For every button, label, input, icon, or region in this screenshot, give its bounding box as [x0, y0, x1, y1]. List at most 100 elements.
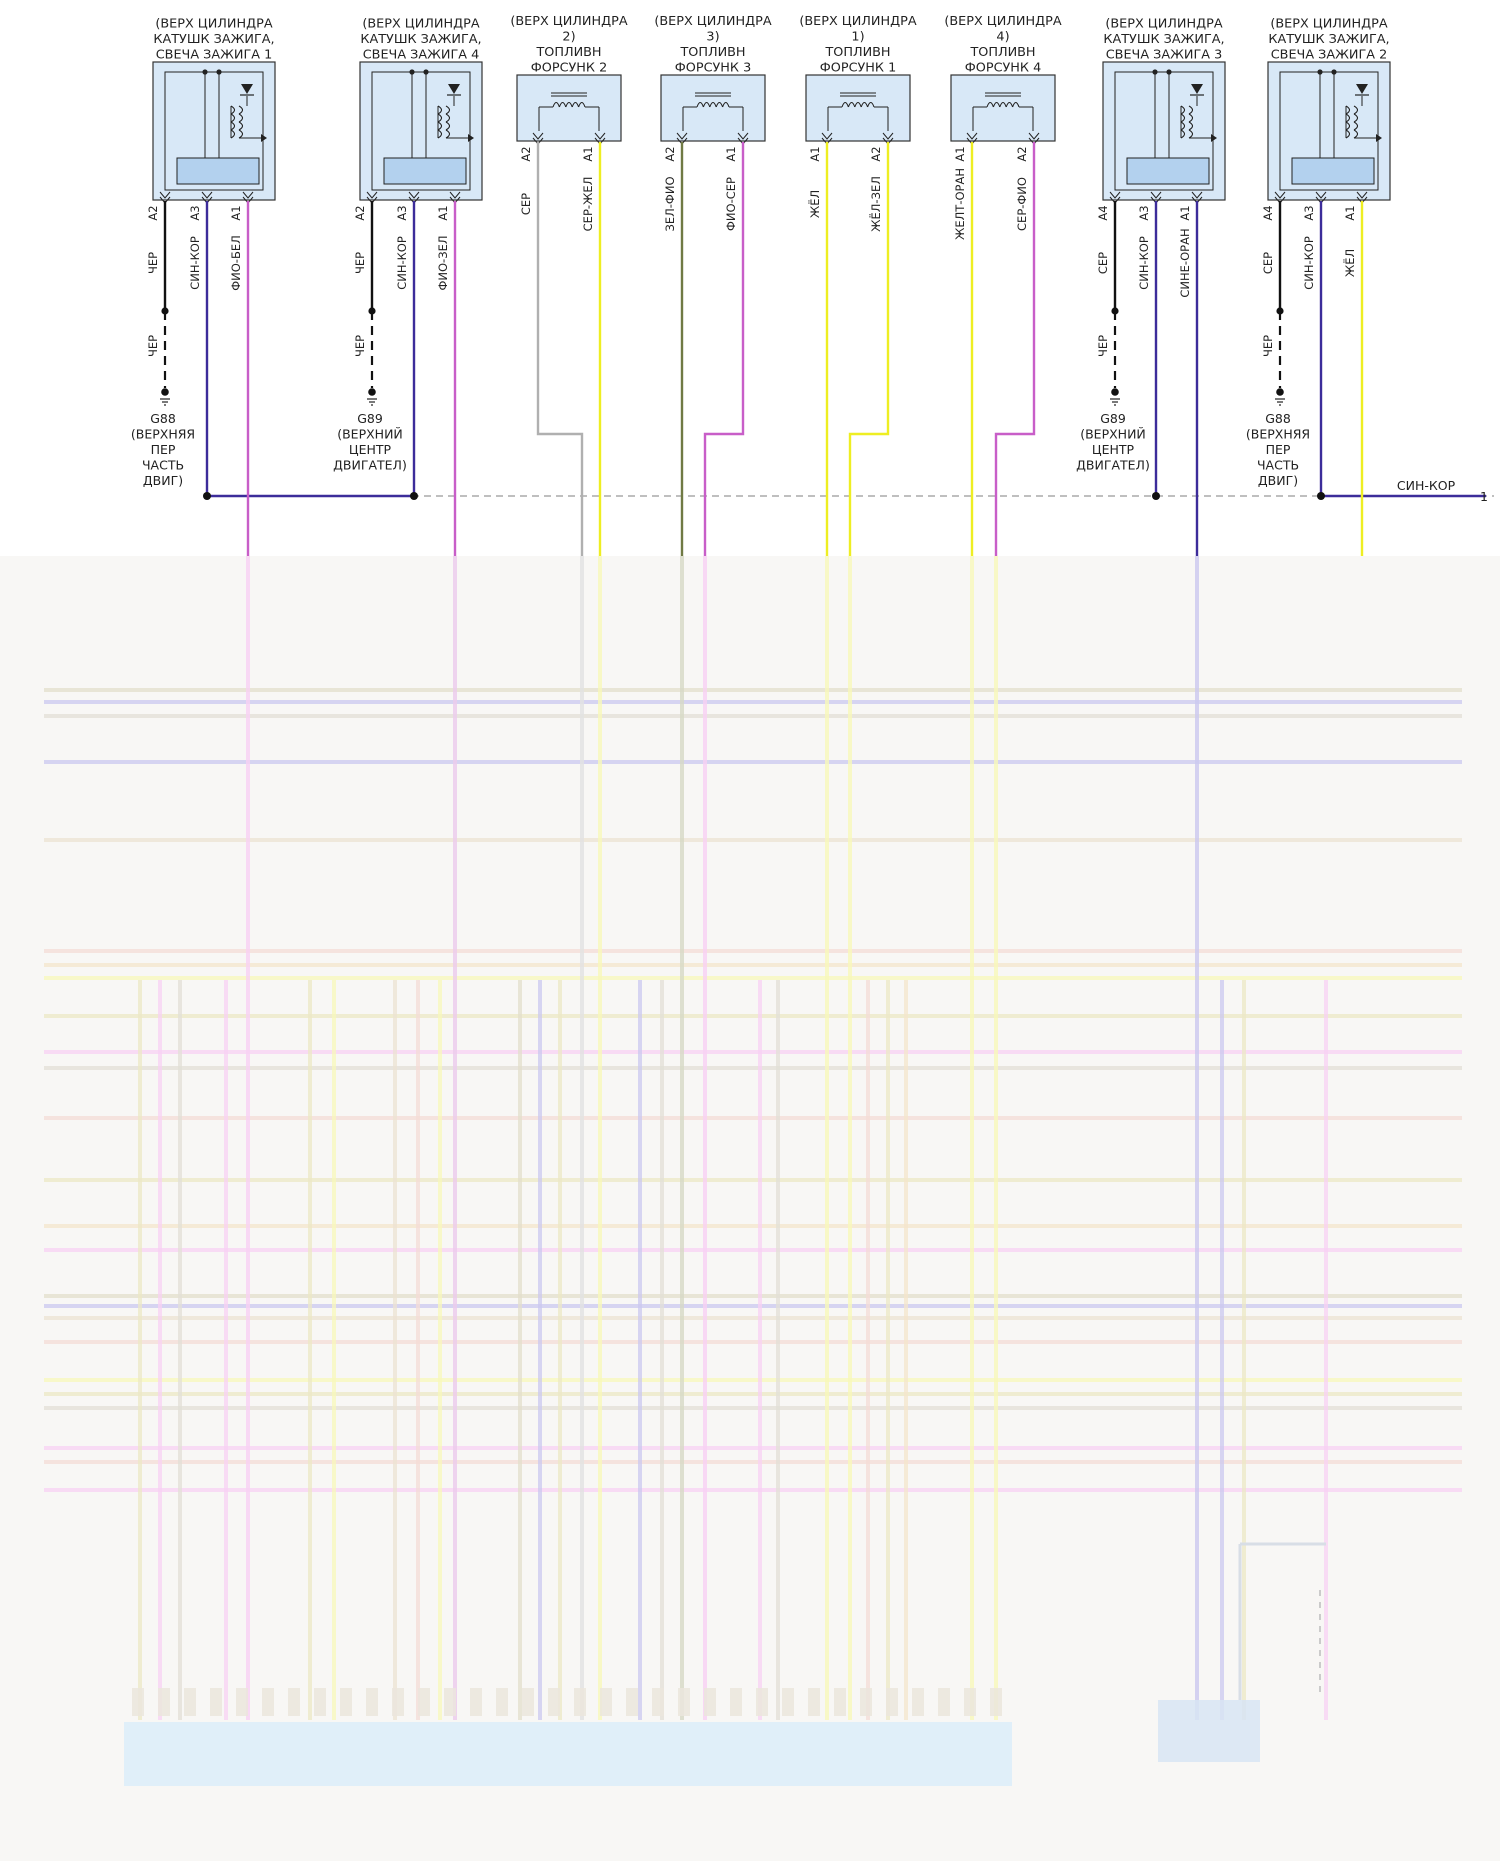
coil-winding: [445, 129, 451, 139]
component-title-line: (ВЕРХ ЦИЛИНДРА: [155, 17, 272, 32]
coil-winding: [230, 121, 236, 131]
component-title-line: КАТУШК ЗАЖИГА,: [1103, 32, 1224, 47]
component-title-line: СВЕЧА ЗАЖИГА 3: [1106, 48, 1222, 63]
component-title-line: (ВЕРХ ЦИЛИНДРА: [510, 14, 627, 29]
coil-driver-module: [1291, 157, 1375, 185]
ground-point-label: G89: [357, 411, 383, 426]
pin-number: A2: [663, 146, 677, 161]
pin-number: A4: [1261, 205, 1275, 220]
solenoid-winding: [578, 101, 586, 108]
junction-dot: [202, 69, 208, 75]
solenoid-winding: [999, 101, 1007, 108]
wire-color-label: ФИО-СЕР: [724, 177, 738, 231]
pin-connector-mark: [676, 132, 688, 140]
component-title-line: КАТУШК ЗАЖИГА,: [1268, 32, 1389, 47]
pin-number: A2: [353, 205, 367, 220]
blurred-connector-pin: [834, 1688, 846, 1716]
solenoid-winding: [702, 101, 711, 108]
pin-connector-mark: [1028, 132, 1040, 140]
blurred-connector-pin: [808, 1688, 820, 1716]
ground-point-dot: [1276, 388, 1284, 396]
coil-winding: [238, 105, 244, 115]
splice-dot: [1317, 492, 1325, 500]
coil-driver-module: [176, 157, 260, 185]
solenoid-winding: [565, 101, 573, 108]
component-title-line: ТОПЛИВН: [824, 45, 890, 60]
junction-dot: [1166, 69, 1172, 75]
pin-connector-mark: [821, 132, 833, 140]
blurred-connector-pin: [652, 1688, 664, 1716]
coil-winding: [1180, 129, 1186, 139]
coil-winding: [238, 129, 244, 139]
solenoid-winding: [722, 101, 730, 108]
blurred-connector-pin: [912, 1688, 924, 1716]
pin-connector-mark: [159, 191, 171, 199]
coil-winding: [230, 105, 236, 115]
diode-symbol: [241, 84, 253, 94]
blurred-connector-pin: [782, 1688, 794, 1716]
ground-point-label: (ВЕРХНЯЯ: [131, 427, 195, 442]
blurred-lower-region: [0, 556, 1500, 1861]
blurred-connector-pin: [730, 1688, 742, 1716]
pin-connector-mark: [966, 132, 978, 140]
component-title-line: 2): [562, 30, 575, 45]
coil-winding: [445, 105, 451, 115]
wire-color-label: ЖЕЛТ-ОРАН: [953, 168, 967, 240]
blurred-connector-pin: [574, 1688, 586, 1716]
component-title-line: ТОПЛИВН: [535, 45, 601, 60]
diode-symbol: [1356, 84, 1368, 94]
pin-number: A3: [395, 205, 409, 220]
blurred-connector-pin: [132, 1688, 144, 1716]
component-title-line: СВЕЧА ЗАЖИГА 4: [363, 48, 479, 63]
wire-color-label: СЕР-ЖЕЛ: [581, 177, 595, 232]
blurred-connector-pin: [626, 1688, 638, 1716]
wire-color-label: ЖЁЛ: [1342, 249, 1357, 277]
wire-color-label: ФИО-БЕЛ: [229, 235, 243, 291]
signal-wire: [703, 142, 745, 556]
blurred-connector-pin: [756, 1688, 768, 1716]
pin-number: A1: [229, 205, 243, 220]
pin-connector-mark: [449, 191, 461, 199]
component-title-line: (ВЕРХ ЦИЛИНДРА: [799, 14, 916, 29]
pin-number: A1: [581, 146, 595, 161]
pin-connector-mark: [242, 191, 254, 199]
ground-point-label: ЦЕНТР: [1092, 442, 1135, 457]
injector-box: [516, 74, 622, 142]
pin-number: A2: [146, 205, 160, 220]
pin-connector-mark: [1150, 191, 1162, 199]
page-reference-number: 1: [1480, 489, 1488, 504]
blurred-connector-pin: [288, 1688, 300, 1716]
pin-number: A3: [188, 205, 202, 220]
wire-color-label: СИНЕ-ОРАН: [1178, 228, 1192, 297]
junction-dot: [1152, 69, 1158, 75]
coil-winding: [230, 129, 236, 139]
component-title-line: 4): [996, 30, 1009, 45]
pin-connector-mark: [201, 191, 213, 199]
ground-point-label: ПЕР: [151, 442, 176, 457]
coil-winding: [1188, 105, 1194, 115]
blurred-connector-pin: [340, 1688, 352, 1716]
component-title-line: 3): [706, 30, 719, 45]
pin-number: A1: [808, 146, 822, 161]
ground-point-label: ДВИГ): [143, 473, 183, 488]
blurred-connector-pin: [600, 1688, 612, 1716]
blurred-connector-pin: [418, 1688, 430, 1716]
component-title-line: (ВЕРХ ЦИЛИНДРА: [362, 17, 479, 32]
coil-winding: [1345, 105, 1351, 115]
blurred-overlay: [0, 556, 1500, 1861]
component-title-line: ФОРСУНК 1: [820, 61, 896, 76]
solenoid-winding: [1005, 101, 1014, 108]
solenoid-winding: [715, 101, 724, 108]
solenoid-winding: [558, 101, 567, 108]
blurred-connector-pin: [886, 1688, 898, 1716]
ground-point-label: (ВЕРХНИЙ: [337, 427, 403, 442]
coil-inner-frame: [1114, 71, 1214, 191]
coil-winding: [238, 121, 244, 131]
injector-box: [660, 74, 766, 142]
pin-number: A1: [436, 205, 450, 220]
injector-box: [950, 74, 1056, 142]
